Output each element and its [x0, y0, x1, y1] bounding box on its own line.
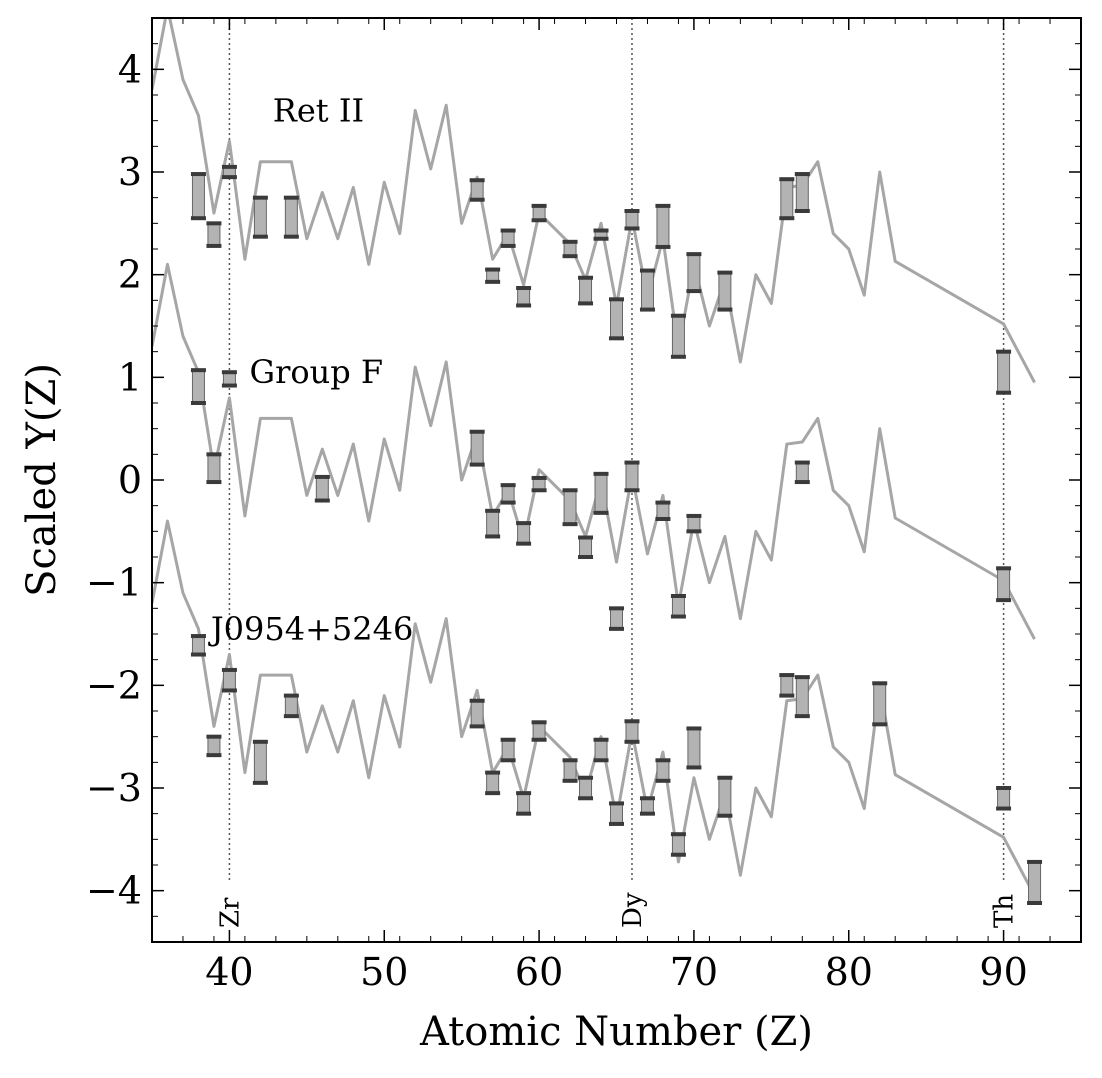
y-tick-label: 0	[118, 458, 142, 502]
abundance-bar	[191, 635, 205, 656]
x-tick-label: 40	[205, 950, 253, 994]
abundance-bar	[687, 727, 701, 768]
abundance-bar	[687, 253, 701, 292]
abundance-bar	[671, 833, 685, 856]
abundance-bar	[517, 287, 531, 306]
abundance-bar	[579, 777, 593, 799]
abundance-bar	[315, 476, 329, 502]
reference-label-zr: Zr	[215, 897, 245, 928]
abundance-bar	[470, 179, 484, 201]
series-label-2: J0954+5246	[208, 610, 414, 648]
abundance-bar	[207, 736, 221, 756]
x-tick-label: 80	[825, 950, 873, 994]
y-axis-title: Scaled Y(Z)	[19, 363, 65, 597]
series-label-0: Ret II	[273, 91, 364, 129]
abundance-bar	[207, 222, 221, 247]
abundance-bar	[656, 502, 670, 520]
y-tick-label: 1	[118, 355, 142, 399]
abundance-bar	[532, 721, 546, 741]
abundance-bar	[718, 777, 732, 817]
abundance-bar	[640, 797, 654, 815]
abundance-bar	[795, 676, 809, 717]
abundance-bar	[470, 431, 484, 466]
abundance-bar	[579, 277, 593, 304]
abundance-bar	[191, 173, 205, 219]
abundance-bar	[997, 351, 1011, 394]
abundance-bar	[795, 462, 809, 483]
abundance-bar	[625, 720, 639, 743]
reference-label-dy: Dy	[618, 892, 648, 928]
abundance-bar	[795, 173, 809, 212]
abundance-bar	[222, 669, 236, 691]
abundance-bar	[610, 802, 623, 825]
x-tick-label: 70	[670, 950, 718, 994]
abundance-bar	[671, 315, 685, 358]
abundance-bar	[253, 741, 267, 784]
abundance-bar	[780, 178, 794, 219]
y-tick-label: −3	[86, 766, 142, 810]
abundance-bar	[222, 371, 236, 387]
y-tick-label: 4	[118, 47, 142, 91]
abundance-bar	[470, 700, 484, 727]
x-axis-title: Atomic Number (Z)	[419, 1009, 813, 1055]
abundance-bar	[253, 197, 267, 238]
abundance-bar	[656, 759, 670, 782]
abundance-bar	[610, 298, 623, 339]
abundance-bar	[625, 210, 639, 229]
abundance-bar	[486, 772, 500, 794]
abundance-bar	[207, 453, 221, 483]
x-tick-label: 90	[979, 950, 1027, 994]
x-tick-label: 60	[515, 950, 563, 994]
abundance-bar	[873, 682, 887, 725]
x-tick-label: 50	[360, 950, 408, 994]
model-curve-0	[152, 18, 1036, 384]
abundance-bar	[718, 272, 732, 311]
abundance-bar	[610, 607, 623, 630]
abundance-bar	[997, 787, 1011, 810]
model-curve-2	[152, 519, 1036, 897]
abundance-bar	[579, 536, 593, 558]
abundance-bar	[594, 473, 608, 514]
abundance-bar	[532, 205, 546, 221]
y-tick-label: −2	[86, 663, 142, 707]
abundance-bar	[517, 792, 531, 815]
abundance-bar	[501, 739, 515, 761]
reference-lines: Zr Dy Th	[215, 18, 1020, 928]
abundance-bar	[997, 567, 1011, 601]
abundance-bars	[190, 164, 1043, 905]
abundance-bar	[780, 674, 794, 697]
y-tick-label: 2	[118, 253, 142, 297]
series-labels: Ret II Group F J0954+5246	[208, 91, 414, 647]
abundance-bar	[284, 695, 298, 717]
abundance-bar	[284, 197, 298, 238]
abundance-bar	[625, 462, 639, 491]
abundance-bar	[191, 369, 205, 404]
abundance-bar	[656, 205, 670, 248]
abundance-bar	[563, 759, 577, 782]
abundance-bar	[594, 739, 608, 761]
axis-ticks: 40 50 60 70 80 90 −4 −3 −2 −1 0 1 2 3 4	[86, 17, 1082, 994]
y-tick-label: 3	[118, 150, 142, 194]
model-curves	[152, 18, 1036, 897]
abundance-bar	[486, 510, 500, 537]
model-curve-1	[152, 262, 1036, 640]
abundance-bar	[640, 270, 654, 311]
y-tick-label: −4	[86, 869, 142, 913]
abundance-bar	[501, 230, 515, 247]
y-tick-label: −1	[86, 561, 142, 605]
abundance-bar	[517, 522, 531, 545]
abundance-bar	[501, 484, 515, 504]
abundance-bar	[687, 515, 701, 532]
abundance-bar	[563, 241, 577, 257]
abundance-bar	[1028, 861, 1042, 904]
series-label-1: Group F	[250, 353, 384, 391]
abundance-bar	[563, 489, 577, 525]
reference-label-th: Th	[990, 894, 1020, 928]
abundance-bar	[671, 595, 685, 618]
